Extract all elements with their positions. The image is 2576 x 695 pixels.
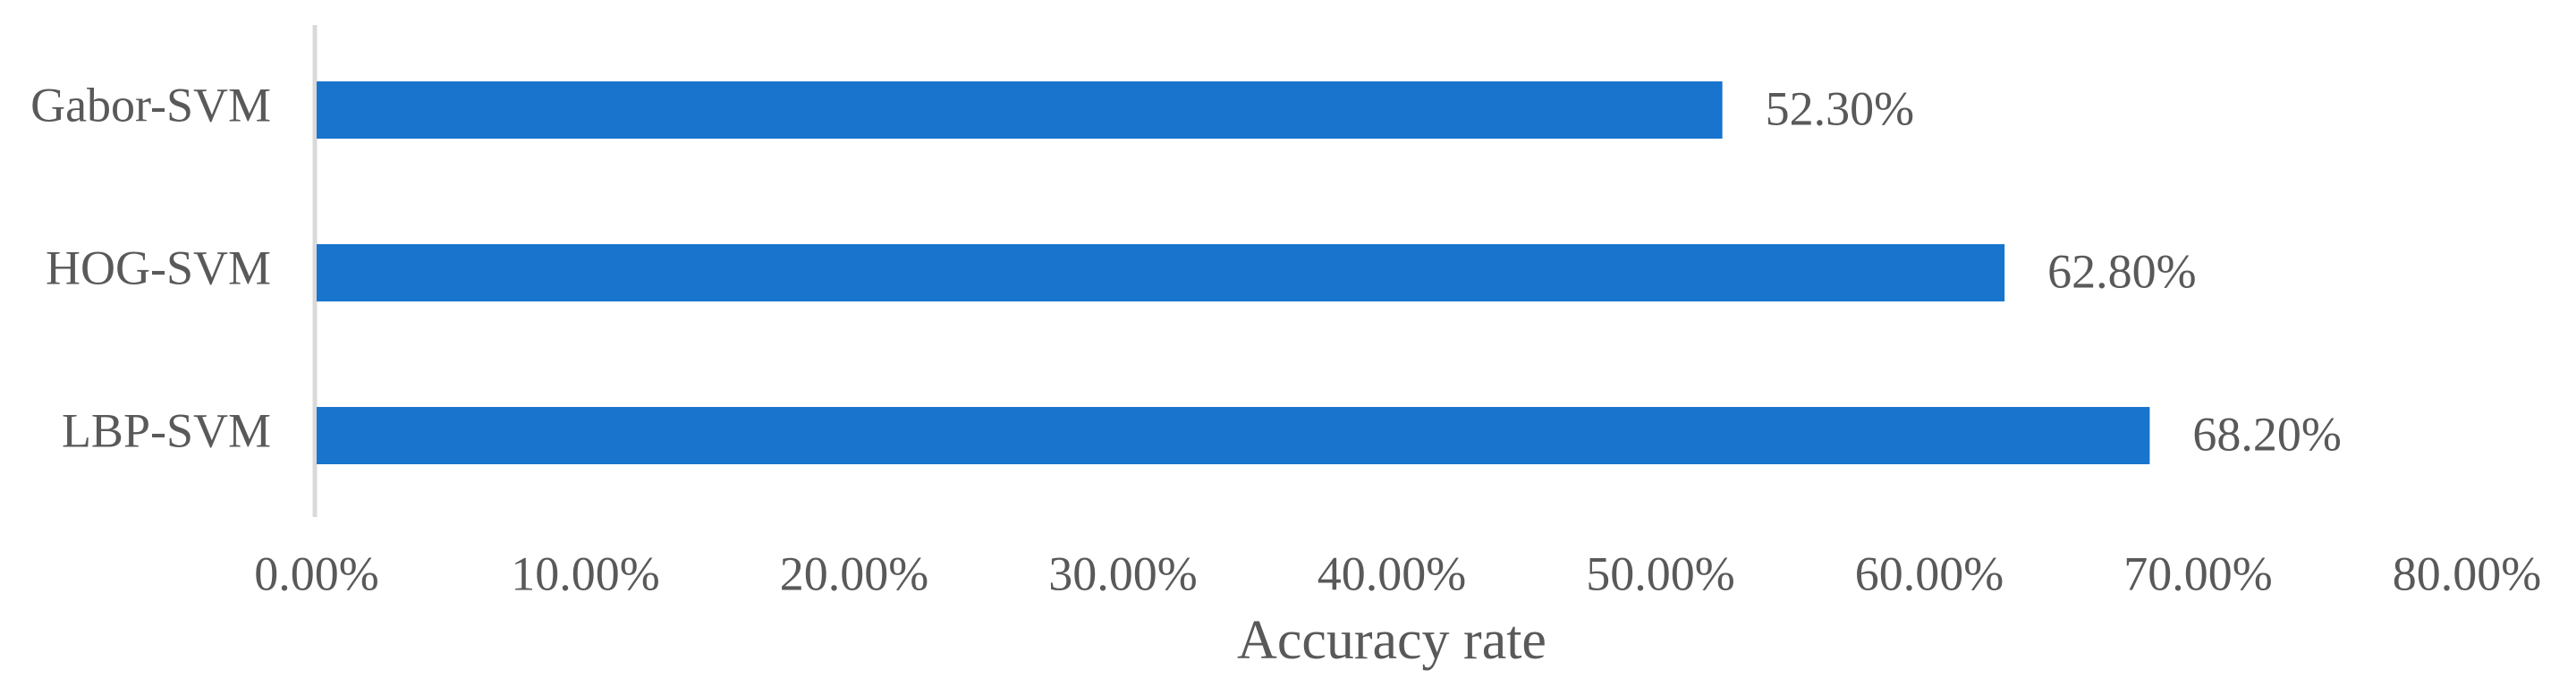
value-label: 62.80% [2047, 244, 2196, 298]
x-tick-label: 60.00% [1855, 547, 2004, 600]
x-tick-label: 0.00% [254, 547, 378, 600]
y-tick-label: Gabor-SVM [30, 78, 271, 131]
x-tick-label: 80.00% [2393, 547, 2541, 600]
bar [317, 81, 1723, 139]
x-tick-label: 10.00% [511, 547, 659, 600]
bar [317, 244, 2005, 301]
x-tick-label: 20.00% [780, 547, 928, 600]
x-tick-label: 70.00% [2123, 547, 2272, 600]
value-label: 52.30% [1766, 81, 1914, 135]
x-tick-label: 50.00% [1586, 547, 1734, 600]
y-tick-label: LBP-SVM [62, 403, 271, 457]
y-tick-label: HOG-SVM [46, 241, 271, 294]
x-axis-title: Accuracy rate [1237, 610, 1546, 671]
value-label: 68.20% [2192, 407, 2341, 461]
bar [317, 407, 2150, 464]
x-tick-label: 30.00% [1048, 547, 1197, 600]
x-tick-label: 40.00% [1318, 547, 1466, 600]
